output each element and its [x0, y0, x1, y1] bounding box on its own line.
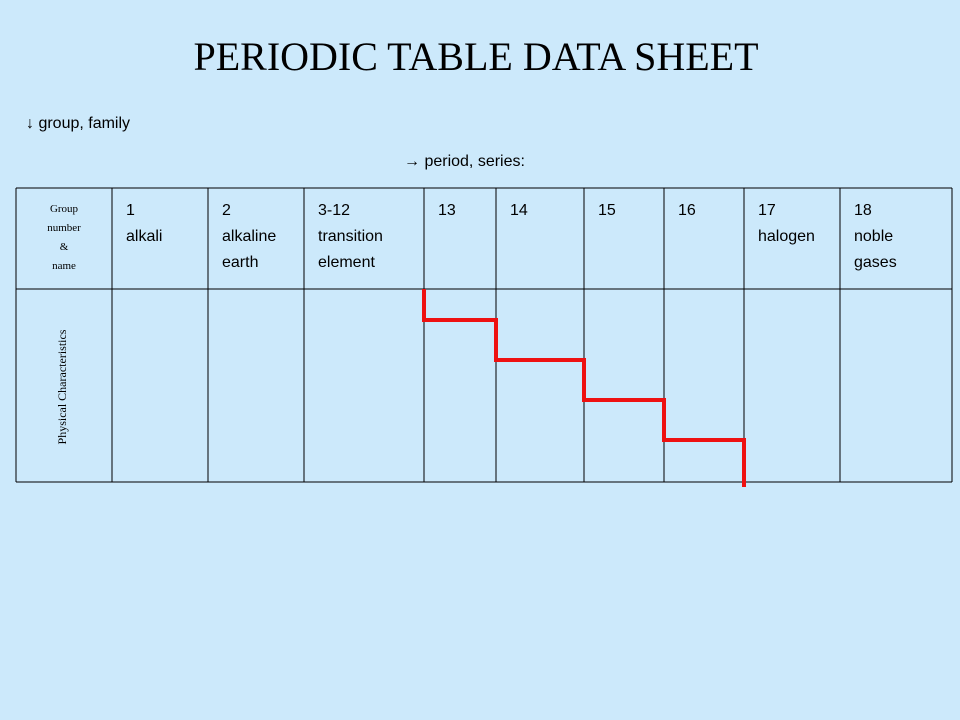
title: PERIODIC TABLE DATA SHEET	[193, 34, 758, 79]
header-text: halogen	[758, 228, 815, 245]
header-text: Group	[50, 203, 79, 215]
header-text: noble	[854, 228, 893, 245]
header-text: &	[60, 241, 69, 253]
table-grid	[15, 187, 953, 483]
header-text: element	[318, 254, 375, 271]
header-text: 1	[126, 202, 135, 219]
header-text: 17	[758, 202, 776, 219]
header-text: 18	[854, 202, 872, 219]
note: ↓ group, family	[26, 115, 130, 132]
header-text: 2	[222, 202, 231, 219]
header-text: 3-12	[318, 202, 350, 219]
row-label: Physical Characteristics	[55, 329, 69, 444]
header-text: gases	[854, 254, 897, 271]
header-text: 14	[510, 202, 528, 219]
header-text: earth	[222, 254, 258, 271]
header-text: 13	[438, 202, 456, 219]
header-text: 16	[678, 202, 696, 219]
metal-nonmetal-line	[422, 289, 746, 487]
header-text: alkaline	[222, 228, 276, 245]
note: → period, series:	[404, 153, 525, 170]
header-text: transition	[318, 228, 383, 245]
header-text: name	[52, 260, 76, 272]
header-text: number	[47, 222, 81, 234]
header-text: 15	[598, 202, 616, 219]
header-text: alkali	[126, 228, 162, 245]
